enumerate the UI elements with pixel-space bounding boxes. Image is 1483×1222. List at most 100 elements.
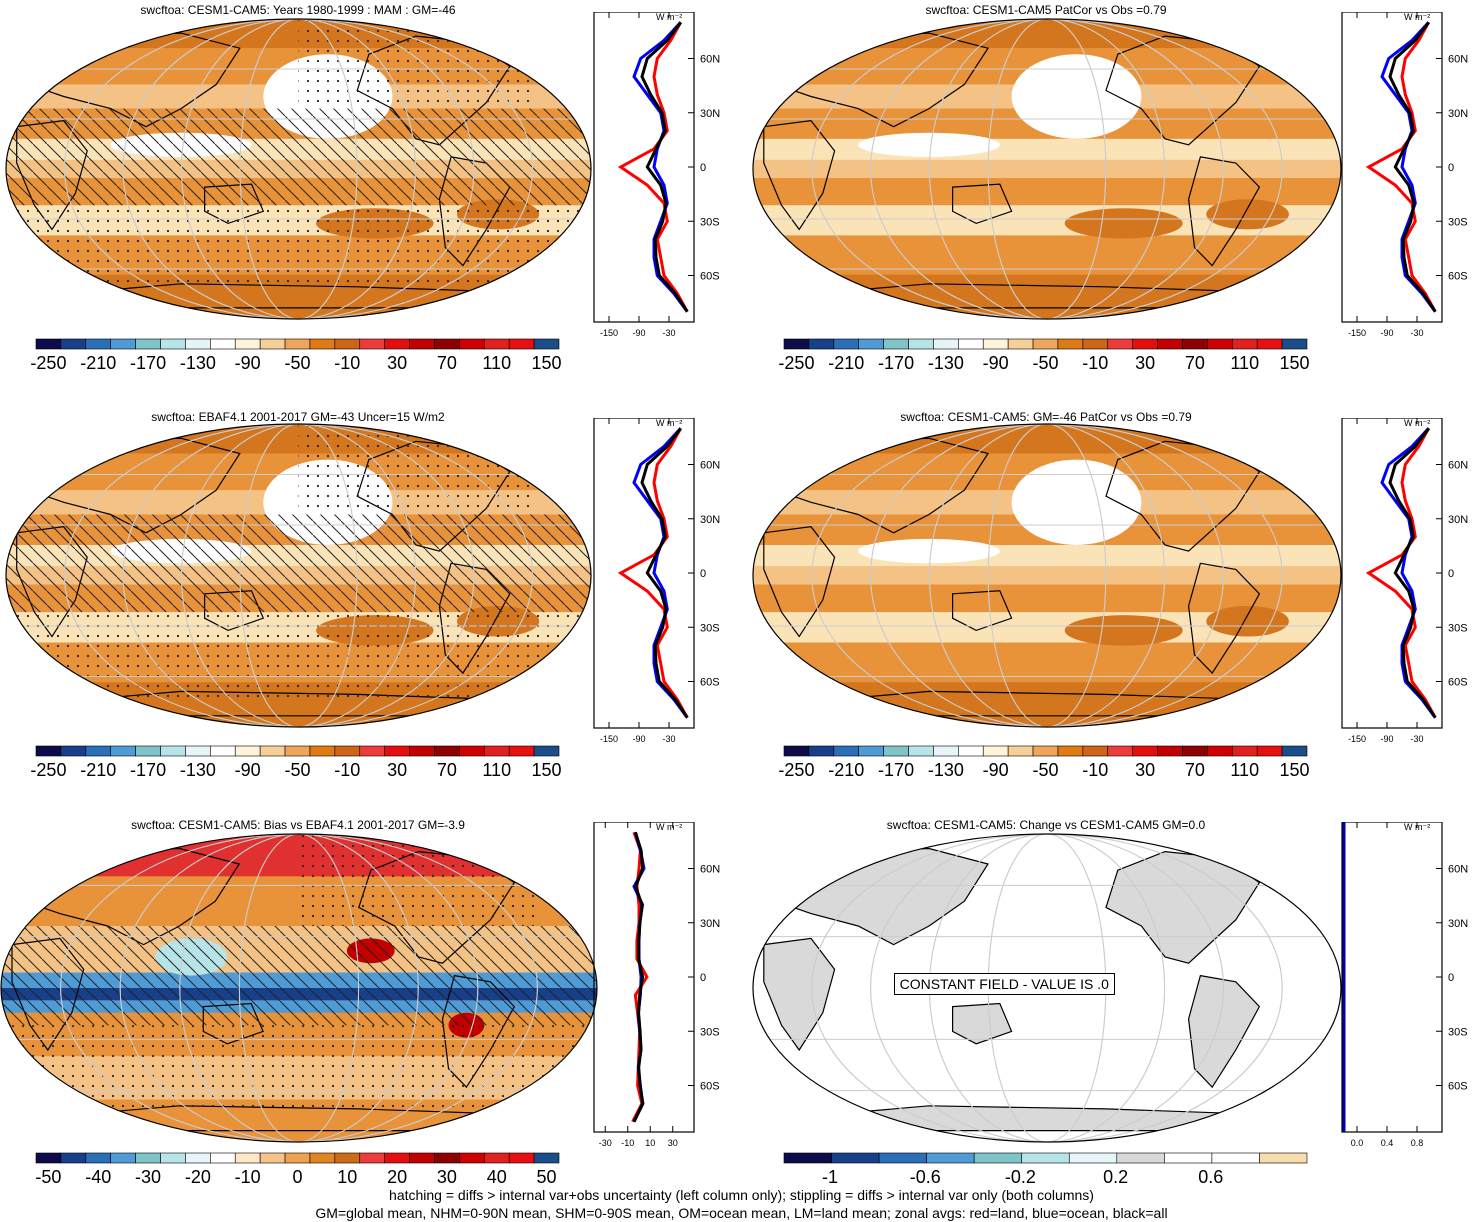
colorbar-swatch bbox=[135, 338, 161, 350]
colorbar-swatch bbox=[858, 745, 884, 757]
colorbar-swatch bbox=[982, 338, 1009, 350]
colorbar-swatch bbox=[409, 745, 435, 757]
colorbar-label: -170 bbox=[878, 760, 915, 780]
colorbar-label: -50 bbox=[35, 1167, 62, 1187]
zonal-lat-label: 60N bbox=[700, 864, 720, 876]
colorbar-swatch bbox=[35, 745, 62, 757]
colorbar-label: 30 bbox=[436, 1167, 457, 1187]
colorbar-label: 30 bbox=[1135, 760, 1156, 780]
colorbar-swatch bbox=[1116, 1152, 1165, 1164]
colorbar-label: -90 bbox=[982, 760, 1009, 780]
colorbar-p2 bbox=[783, 338, 1308, 350]
zonal-series-ocean bbox=[1380, 427, 1437, 719]
colorbar-swatch bbox=[878, 1152, 927, 1164]
colorbar-swatch bbox=[1281, 745, 1308, 757]
colorbar-swatch bbox=[1132, 338, 1158, 350]
zonal-series-all bbox=[1388, 427, 1437, 719]
colorbar-swatch bbox=[210, 338, 236, 350]
colorbar-p4 bbox=[783, 745, 1308, 757]
colorbar-swatch bbox=[958, 338, 984, 350]
colorbar-label: -250 bbox=[778, 353, 815, 373]
colorbar-swatch bbox=[1231, 338, 1258, 350]
zonal-series-ocean bbox=[632, 21, 689, 313]
colorbar-swatch bbox=[110, 338, 136, 350]
colorbar-label: -170 bbox=[130, 353, 167, 373]
zonal-lat-label: 30S bbox=[1448, 622, 1468, 634]
colorbar-label: 50 bbox=[536, 1167, 557, 1187]
colorbar-swatch bbox=[60, 338, 87, 350]
colorbar-swatch bbox=[1107, 745, 1133, 757]
colorbar-label: -10 bbox=[1082, 760, 1109, 780]
zonal-lat-label: 30S bbox=[1448, 216, 1468, 228]
colorbar-swatch bbox=[973, 1152, 1023, 1164]
colorbar-swatch bbox=[783, 1152, 832, 1164]
colorbar-swatch bbox=[1207, 745, 1233, 757]
colorbar-label: -10 bbox=[334, 353, 361, 373]
colorbar-label: -10 bbox=[234, 1167, 261, 1187]
map-p5 bbox=[0, 833, 598, 1143]
colorbar-swatch bbox=[1259, 1152, 1308, 1164]
zonal-lat-label: 0 bbox=[1448, 972, 1454, 984]
map-p4 bbox=[752, 423, 1342, 728]
colorbar-swatch bbox=[85, 745, 112, 757]
colorbar-label: -130 bbox=[179, 760, 216, 780]
colorbar-swatch bbox=[1082, 745, 1109, 757]
colorbar-label: -90 bbox=[982, 353, 1009, 373]
colorbar-swatch bbox=[110, 1152, 136, 1164]
colorbar-swatch bbox=[459, 1152, 485, 1164]
colorbar-swatch bbox=[1021, 1152, 1070, 1164]
footer-note-1: hatching = diffs > internal var+obs unce… bbox=[389, 1187, 1094, 1203]
zonal-lat-label: 60S bbox=[1448, 677, 1468, 689]
zonal-lat-label: 60N bbox=[1448, 864, 1468, 876]
colorbar-swatch bbox=[783, 338, 810, 350]
colorbar-swatch bbox=[1068, 1152, 1118, 1164]
colorbar-swatch bbox=[783, 745, 810, 757]
zonal-series-ocean bbox=[632, 427, 689, 719]
colorbar-label: -250 bbox=[778, 760, 815, 780]
zonal-x-tick-label: -90 bbox=[1380, 328, 1393, 338]
zonal-lat-label: 30S bbox=[700, 216, 720, 228]
colorbar-label: 0.2 bbox=[1103, 1167, 1129, 1187]
colorbar-label: -130 bbox=[927, 760, 964, 780]
colorbar-swatch bbox=[933, 338, 959, 350]
colorbar-swatch bbox=[284, 745, 311, 757]
colorbar-label: -30 bbox=[135, 1167, 162, 1187]
colorbar-swatch bbox=[384, 745, 410, 757]
zonal-lat-label: 60S bbox=[700, 677, 720, 689]
colorbar-swatch bbox=[1231, 745, 1258, 757]
zonal-lat-label: 60N bbox=[1448, 54, 1468, 66]
colorbar-swatch bbox=[409, 1152, 435, 1164]
zonal-lat-label: 30N bbox=[1448, 108, 1468, 120]
colorbar-swatch bbox=[384, 338, 410, 350]
map-p3 bbox=[5, 423, 592, 728]
zonal-lat-label: 0 bbox=[1448, 162, 1454, 174]
zonal-lat-label: 60N bbox=[1448, 460, 1468, 472]
colorbar-swatch bbox=[1164, 1152, 1213, 1164]
colorbar-swatch bbox=[359, 745, 385, 757]
zonal-lat-label: 30S bbox=[1448, 1026, 1468, 1038]
colorbar-swatch bbox=[508, 338, 535, 350]
colorbar-p1 bbox=[35, 338, 560, 350]
zonal-x-tick-label: -30 bbox=[599, 1138, 612, 1148]
constant-field-message: CONSTANT FIELD - VALUE IS .0 bbox=[893, 972, 1115, 995]
colorbar-label: 110 bbox=[482, 760, 512, 780]
map-p1 bbox=[5, 18, 592, 320]
colorbar-label: -90 bbox=[234, 353, 261, 373]
colorbar-swatch bbox=[459, 745, 485, 757]
colorbar-swatch bbox=[883, 338, 909, 350]
zonal-lat-label: 0 bbox=[700, 162, 706, 174]
zonal-x-tick-label: -30 bbox=[662, 734, 675, 744]
zonal-x-tick-label: -30 bbox=[1410, 328, 1423, 338]
zonal-x-tick-label: -30 bbox=[1410, 734, 1423, 744]
colorbar-swatch bbox=[334, 1152, 361, 1164]
colorbar-swatch bbox=[185, 745, 211, 757]
panel-title: swcftoa: EBAF4.1 2001-2017 GM=-43 Uncer=… bbox=[151, 410, 445, 424]
colorbar-label: 110 bbox=[482, 353, 512, 373]
colorbar-swatch bbox=[284, 338, 311, 350]
colorbar-label: -250 bbox=[30, 353, 67, 373]
panel-title: swcftoa: CESM1-CAM5 PatCor vs Obs =0.79 bbox=[925, 3, 1167, 17]
zonal-x-tick-label: 10 bbox=[645, 1138, 655, 1148]
colorbar-swatch bbox=[508, 1152, 535, 1164]
